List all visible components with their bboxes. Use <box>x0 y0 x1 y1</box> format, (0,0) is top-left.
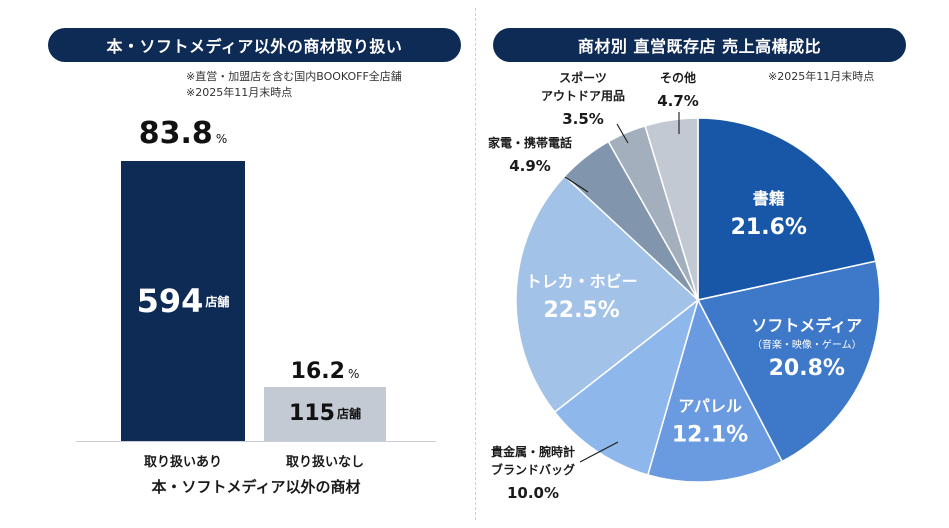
bar-category-label: 取り扱いなし <box>285 455 364 470</box>
pie-slice-name: トレカ・ホビー <box>526 272 638 291</box>
bar-handling-yes: 594 店舗 <box>121 161 245 441</box>
bar-chart-note-1: ※直営・加盟店を含む国内BOOKOFF全店舗 <box>186 70 402 83</box>
pie-outside-subname: ブランドバッグ <box>491 462 575 477</box>
pie-outside-name: 貴金属・腕時計 <box>491 444 575 459</box>
pie-slice <box>563 140 699 301</box>
pie-slice-subname: （音楽・映像・ゲーム） <box>752 338 862 351</box>
leader-line-sports <box>616 123 629 144</box>
pie-outside-value: 4.9% <box>509 157 551 175</box>
bar-category-label: 取り扱いあり <box>143 455 222 470</box>
pie-slice-value: 12.1% <box>672 423 748 448</box>
bar-percent-label: 83.8% <box>138 116 228 151</box>
pie-outside-name: 家電・携帯電話 <box>488 135 572 150</box>
pie-outside-value: 10.0% <box>507 484 559 502</box>
pie-chart-title: 商材別 直営既存店 売上高構成比 <box>493 28 906 62</box>
pie-slice-value: 22.5% <box>543 298 619 323</box>
bar-value-unit: 店舗 <box>205 294 230 309</box>
pie-outside-name: その他 <box>660 70 696 85</box>
leader-line-jewelry <box>579 441 619 463</box>
pie-outside-name: スポーツ <box>559 70 607 85</box>
bar-value-label: 115 <box>289 401 335 427</box>
pie-outside-value: 4.7% <box>657 92 699 110</box>
pie-slice <box>696 260 881 463</box>
bar-baseline <box>76 441 436 442</box>
bar-value-unit: 店舗 <box>336 407 361 422</box>
bar-handling-no: 115 店舗 <box>264 386 386 441</box>
panel-divider <box>475 8 476 520</box>
bar-chart-note-2: ※2025年11月末時点 <box>186 86 293 99</box>
bar-chart-title: 本・ソフトメディア以外の商材取り扱い <box>48 28 461 62</box>
pie-outside-subname: アウトドア用品 <box>541 89 625 103</box>
bar-percent-label: 16.2% <box>290 359 360 384</box>
pie-outside-value: 3.5% <box>562 110 604 128</box>
pie-slice-value: 21.6% <box>731 215 807 240</box>
pie-slice <box>644 117 699 301</box>
pie-slice <box>607 124 699 301</box>
pie-slice <box>553 297 700 476</box>
pie-slice <box>515 175 700 414</box>
bar-value-label: 594 <box>136 282 204 320</box>
pie-slice-name: 書籍 <box>753 189 785 208</box>
leader-line-home-appliances <box>564 176 589 193</box>
pie-slice <box>697 117 877 301</box>
bar-axis-title: 本・ソフトメディア以外の商材 <box>151 478 361 496</box>
pie-slice-name: アパレル <box>678 397 742 416</box>
pie-slice <box>646 297 784 483</box>
pie-slice-value: 20.8% <box>769 356 845 381</box>
pie-chart-note: ※2025年11月末時点 <box>768 70 875 83</box>
pie-slice-name: ソフトメディア <box>751 316 862 335</box>
